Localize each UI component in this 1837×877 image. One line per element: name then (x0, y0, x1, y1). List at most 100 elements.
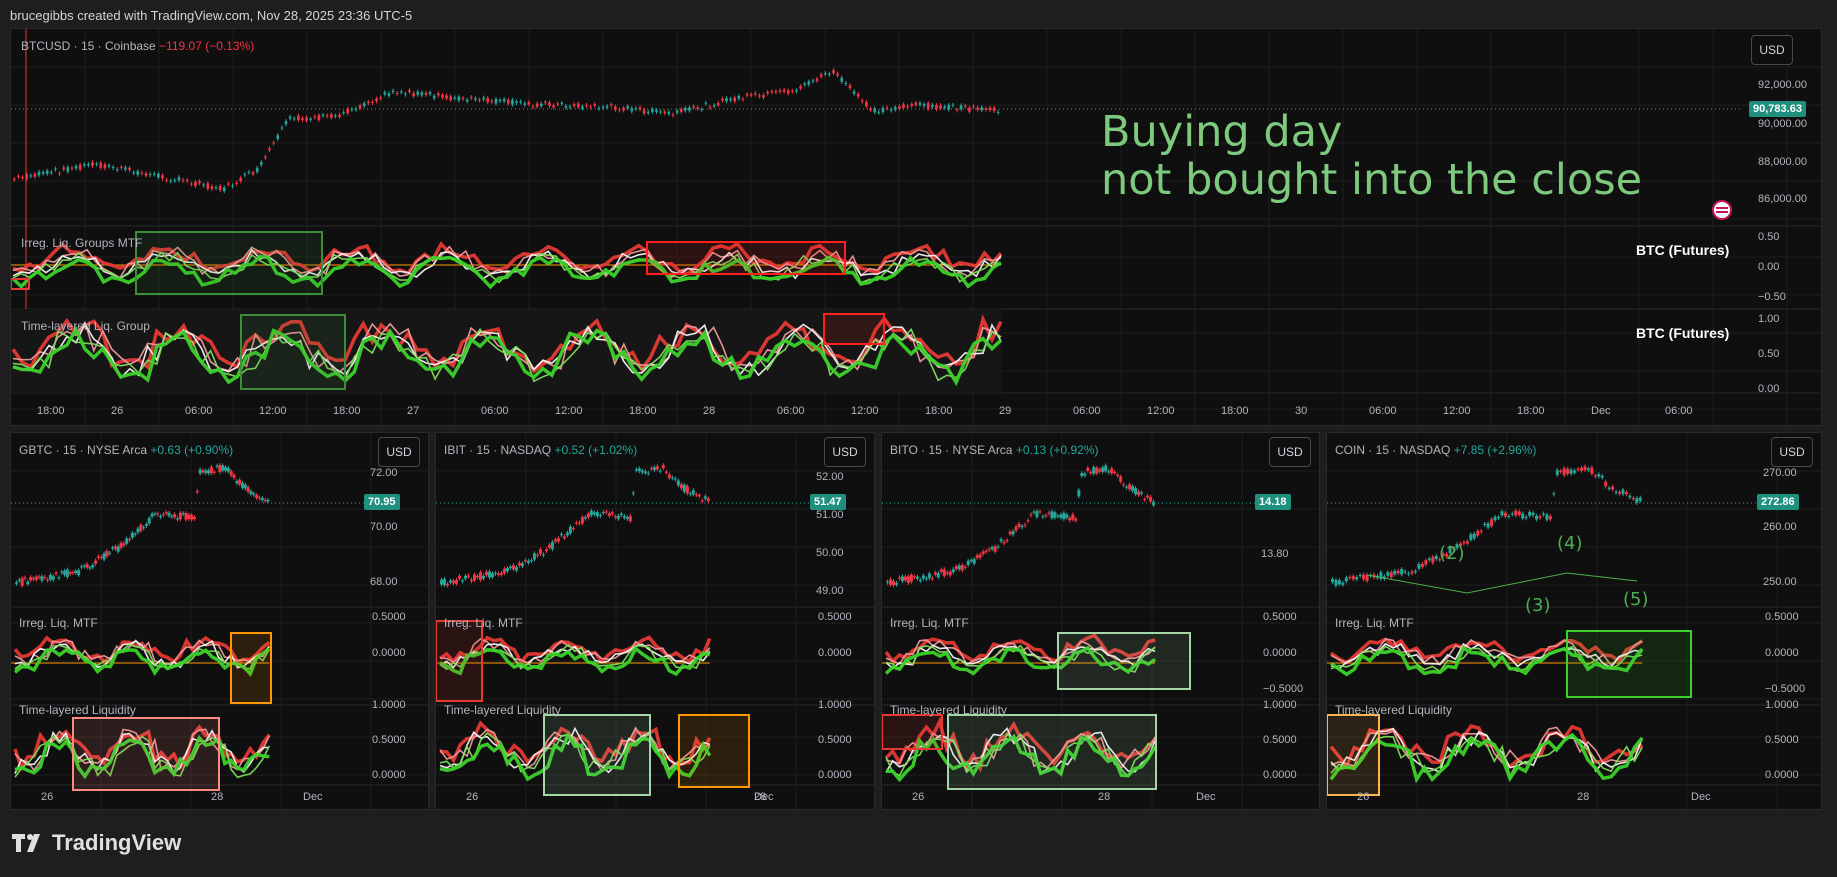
highlight-box[interactable] (947, 714, 1157, 790)
highlight-box[interactable] (646, 241, 846, 275)
candle (272, 142, 275, 144)
candle (1038, 511, 1042, 513)
candle (309, 118, 312, 120)
highlight-box[interactable] (135, 231, 323, 295)
ind2-title[interactable]: Time-layered Liquidity (444, 703, 561, 717)
candle (1331, 579, 1334, 583)
candle (362, 103, 366, 107)
highlight-box[interactable] (1327, 714, 1380, 796)
candle (1628, 495, 1632, 498)
candle (496, 573, 500, 575)
candle (517, 562, 521, 566)
ind2-level: 0.5000 (1765, 734, 1799, 746)
time-label: 28 (754, 791, 767, 803)
symbol-legend[interactable]: COIN · 15 · NASDAQ +7.85 (+2.96%) (1335, 443, 1536, 457)
symbol-legend[interactable]: BITO · 15 · NYSE Arca +0.13 (+0.92%) (890, 443, 1099, 457)
currency-button[interactable]: USD (1269, 437, 1311, 467)
candle (1050, 511, 1054, 519)
pane-canvas[interactable] (436, 433, 875, 810)
highlight-box[interactable] (543, 714, 651, 796)
main-chart-pane[interactable]: BTCUSD · 15 · Coinbase −119.07 (−0.13%) … (10, 28, 1822, 426)
us-flag-icon[interactable] (1712, 200, 1732, 220)
candle (531, 106, 535, 108)
highlight-box[interactable] (823, 313, 885, 345)
symbol-pane-coin[interactable]: COIN · 15 · NASDAQ +7.85 (+2.96%) USD 272.… (1326, 432, 1822, 810)
highlight-box[interactable] (1566, 630, 1692, 698)
candle (628, 516, 632, 522)
currency-button[interactable]: USD (1771, 437, 1813, 467)
candle (136, 171, 140, 175)
candle (469, 579, 473, 582)
ind2-title[interactable]: Time-layered Liquidity (1335, 703, 1452, 717)
candle (903, 576, 907, 581)
ind1-title[interactable]: Irreg. Liq. MTF (1335, 616, 1414, 630)
highlight-box[interactable] (72, 717, 220, 791)
candle (249, 491, 253, 495)
symbol-pane-gbtc[interactable]: GBTC · 15 · NYSE Arca +0.63 (+0.90%) USD 7… (10, 432, 429, 810)
pane-canvas[interactable] (882, 433, 1320, 810)
ind1-title[interactable]: Irreg. Liq. MTF (890, 616, 969, 630)
candle (976, 107, 979, 110)
candle (181, 179, 185, 181)
candle (943, 106, 946, 108)
candle (885, 107, 889, 109)
highlight-box[interactable] (678, 714, 750, 788)
ind1-title[interactable]: Irreg. Liq. MTF (19, 616, 98, 630)
main-currency-button[interactable]: USD (1751, 35, 1793, 65)
highlight-box[interactable] (230, 632, 272, 704)
highlight-box[interactable] (1057, 632, 1191, 690)
elliott-wave-label[interactable]: (2) (1439, 543, 1465, 564)
time-label: 18:00 (925, 405, 953, 417)
candle (535, 554, 539, 556)
main-chart-canvas[interactable] (11, 29, 1822, 426)
symbol-pane-ibit[interactable]: IBIT · 15 · NASDAQ +0.52 (+1.02%) USD 51.4… (435, 432, 875, 810)
candle (640, 470, 644, 473)
candle (954, 566, 958, 569)
chart-annotation[interactable]: Buying day not bought into the close (1101, 108, 1642, 204)
ind2-title[interactable]: Time-layered Liquidity (890, 703, 1007, 717)
pane-canvas[interactable] (11, 433, 429, 810)
main-ind1-title[interactable]: Irreg. Liq. Groups MTF (21, 236, 143, 250)
candle (1493, 516, 1497, 521)
ind1-title[interactable]: Irreg. Liq. MTF (444, 616, 523, 630)
highlight-box[interactable] (882, 714, 943, 750)
candle (1047, 512, 1051, 514)
candle (921, 575, 925, 579)
candle (499, 572, 503, 575)
candle (960, 565, 964, 571)
candle (37, 171, 41, 176)
elliott-wave-label[interactable]: (4) (1557, 533, 1583, 554)
symbol-pane-bito[interactable]: BITO · 15 · NYSE Arca +0.13 (+0.92%) USD 1… (881, 432, 1320, 810)
candle (1503, 512, 1507, 517)
main-symbol-legend[interactable]: BTCUSD · 15 · Coinbase −119.07 (−0.13%) (21, 39, 254, 53)
candle (136, 528, 140, 533)
candle (836, 73, 839, 76)
candle (996, 111, 1000, 113)
candle (658, 470, 662, 472)
ind2-title[interactable]: Time-layered Liquidity (19, 703, 136, 717)
candle (664, 471, 668, 473)
elliott-wave-label[interactable]: (5) (1623, 589, 1649, 610)
currency-button[interactable]: USD (824, 437, 866, 467)
pane-canvas[interactable] (1327, 433, 1822, 810)
candle (70, 167, 74, 169)
highlight-box[interactable] (240, 314, 346, 390)
main-ind2-title[interactable]: Time-layered Liq. Group (21, 319, 150, 333)
highlight-box[interactable] (436, 620, 483, 702)
ind2-level: 0.5000 (1263, 734, 1297, 746)
ind2-level: 1.0000 (1263, 699, 1297, 711)
candle (1510, 513, 1514, 515)
candle (1483, 523, 1487, 526)
candle (577, 522, 581, 524)
candle (486, 98, 490, 103)
candle (60, 571, 64, 573)
indicator-line (1329, 645, 1644, 677)
candle (62, 167, 65, 170)
symbol-legend[interactable]: IBIT · 15 · NASDAQ +0.52 (+1.02%) (444, 443, 637, 457)
currency-button[interactable]: USD (378, 437, 420, 467)
symbol-legend[interactable]: GBTC · 15 · NYSE Arca +0.63 (+0.90%) (19, 443, 233, 457)
elliott-wave-label[interactable]: (3) (1525, 595, 1551, 616)
candle (980, 107, 984, 111)
candle (58, 173, 61, 175)
candle (930, 578, 934, 580)
